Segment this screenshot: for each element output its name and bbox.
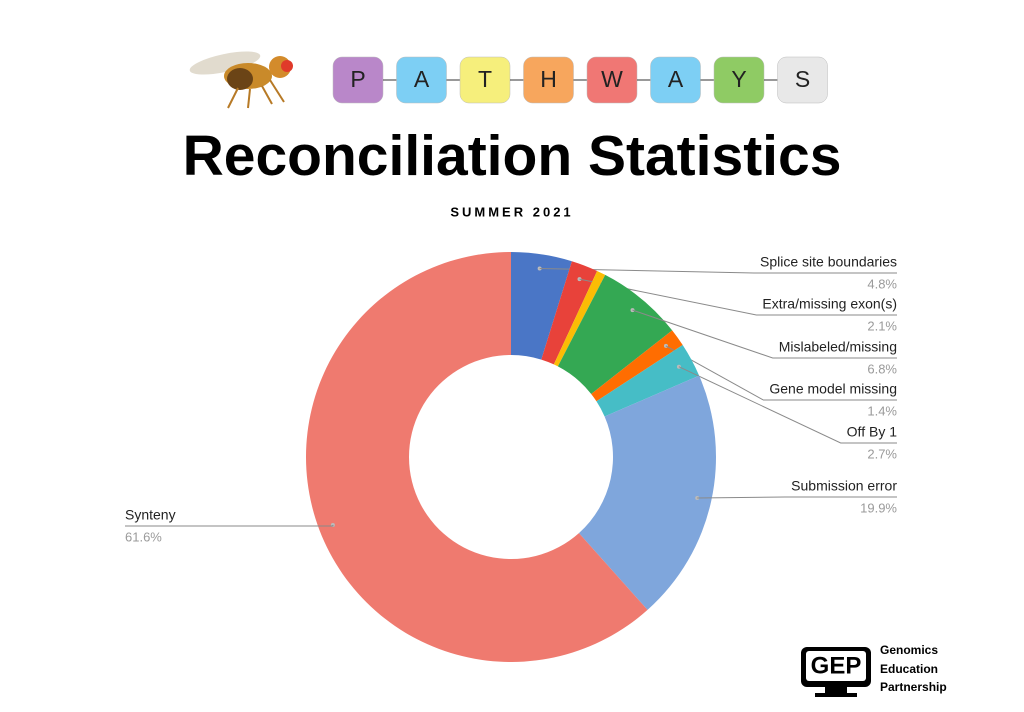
logo-line: Genomics (880, 643, 938, 657)
slice-label: Extra/missing exon(s) (762, 296, 897, 312)
slice (578, 375, 716, 610)
leader-line (632, 309, 897, 359)
slice-label: Splice site boundaries (760, 254, 897, 270)
leader-line (539, 268, 897, 274)
slice-label: Submission error (791, 478, 897, 494)
leader-line (678, 366, 897, 444)
title: Reconciliation Statistics (183, 124, 842, 188)
letter: S (795, 66, 810, 92)
slice-value: 1.4% (867, 403, 897, 418)
letter: P (350, 66, 365, 92)
gep-logo: GEP Genomics Education Partnership (801, 643, 947, 697)
slice (557, 274, 673, 394)
letter: A (668, 66, 684, 92)
slice (511, 252, 572, 360)
slice (553, 270, 606, 367)
slice-label: Gene model missing (769, 381, 897, 397)
slice-value: 2.7% (867, 446, 897, 461)
slice (596, 344, 700, 417)
leader-line (579, 278, 897, 316)
letter: T (478, 66, 492, 92)
slice-value: 4.8% (867, 276, 897, 291)
donut-chart: Splice site boundaries 4.8% Extra/missing … (125, 252, 897, 662)
leader-line (125, 524, 334, 527)
leader-line (665, 345, 897, 401)
slice-value: 2.1% (867, 318, 897, 333)
slice-value: 19.9% (860, 500, 897, 515)
leader-line (697, 496, 897, 499)
slice (305, 252, 648, 662)
slice-value: 6.8% (867, 361, 897, 376)
letter: W (601, 66, 623, 92)
letter: H (540, 66, 557, 92)
logo-line: Partnership (880, 680, 947, 694)
slice-label: Off By 1 (847, 424, 898, 440)
letter-box (777, 56, 828, 104)
slice-label: Mislabeled/missing (779, 339, 897, 355)
fly-icon (189, 51, 293, 109)
slice (591, 330, 683, 402)
letter: Y (731, 66, 746, 92)
logo-text: GEP (811, 652, 862, 679)
subtitle: SUMMER 2021 (450, 204, 573, 219)
slice-label: Synteny (125, 507, 176, 523)
slice-value: 61.6% (125, 529, 162, 544)
logo-line: Education (880, 662, 938, 676)
slice (541, 261, 598, 365)
letter: A (414, 66, 430, 92)
